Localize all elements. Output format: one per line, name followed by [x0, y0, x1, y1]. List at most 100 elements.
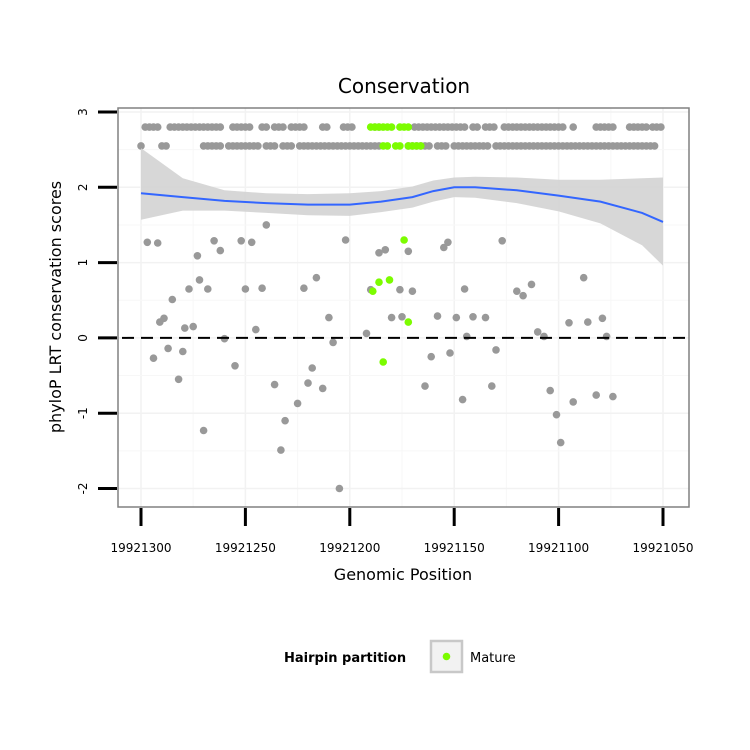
data-point	[650, 142, 659, 150]
data-point-mature	[396, 142, 404, 150]
y-tick-label: 0	[76, 334, 90, 342]
data-point	[149, 354, 158, 363]
data-point	[329, 338, 337, 347]
data-point	[204, 285, 212, 293]
data-point	[160, 314, 168, 323]
data-point	[318, 384, 327, 393]
data-point	[293, 399, 302, 408]
data-point	[460, 285, 469, 293]
chart-title: Conservation	[338, 74, 470, 98]
legend-title: Hairpin partition	[284, 651, 406, 666]
data-point	[602, 332, 611, 341]
data-point	[162, 142, 170, 150]
data-point	[348, 123, 356, 131]
plot-area	[117, 107, 690, 508]
legend-label-mature: Mature	[470, 651, 516, 666]
x-tick-label: 19921200	[319, 541, 380, 555]
data-point	[308, 364, 317, 372]
data-point	[609, 392, 617, 401]
data-point	[381, 246, 390, 254]
data-point	[185, 285, 193, 293]
data-point	[513, 287, 521, 296]
data-point	[387, 313, 396, 322]
data-point	[533, 328, 542, 336]
smooth-trend-line	[140, 186, 664, 223]
y-tick-label: -2	[76, 483, 90, 495]
y-tick-label: 2	[76, 183, 90, 191]
data-point	[245, 123, 254, 131]
y-tick-label: 3	[76, 108, 90, 116]
plot-panel	[118, 108, 689, 507]
data-point	[281, 416, 289, 425]
y-tick-label: 1	[76, 259, 90, 267]
data-point	[458, 395, 467, 404]
data-point	[362, 329, 371, 338]
data-point-mature	[383, 142, 392, 150]
data-point	[325, 313, 333, 322]
data-point	[231, 362, 239, 370]
data-points	[137, 123, 665, 493]
data-point	[153, 239, 162, 247]
data-point	[270, 380, 279, 389]
data-point-mature	[379, 358, 388, 366]
data-point	[312, 273, 321, 282]
data-point	[440, 243, 448, 252]
data-point	[270, 142, 279, 150]
data-point	[247, 238, 256, 247]
data-point	[427, 352, 436, 361]
data-point	[216, 142, 225, 150]
data-point	[546, 386, 554, 395]
data-point	[210, 237, 218, 245]
x-tick-label: 19921300	[110, 541, 171, 555]
data-point-mature	[375, 278, 383, 287]
x-axis-title: Genomic Position	[334, 565, 472, 584]
data-point	[565, 319, 573, 327]
gridlines	[118, 108, 689, 507]
x-tick-label: 19921250	[215, 541, 276, 555]
data-point	[425, 142, 433, 150]
data-point-mature	[417, 142, 425, 150]
data-point	[153, 123, 162, 131]
data-point	[527, 280, 536, 289]
data-point	[335, 484, 344, 493]
data-point	[193, 252, 202, 260]
data-point	[488, 382, 496, 390]
data-point-mature	[404, 318, 413, 326]
data-point	[444, 238, 452, 247]
data-point	[143, 238, 152, 247]
data-point	[164, 344, 172, 353]
data-point	[519, 291, 527, 300]
data-point	[433, 312, 442, 320]
data-point	[498, 237, 507, 245]
data-point	[490, 123, 498, 131]
data-point	[492, 346, 500, 354]
data-point	[460, 123, 469, 131]
data-point	[569, 398, 577, 406]
data-point	[258, 284, 266, 293]
legend: Hairpin partition Mature	[284, 639, 516, 674]
data-point	[341, 236, 350, 244]
data-point	[559, 123, 567, 131]
data-point	[181, 324, 189, 332]
data-point	[657, 123, 665, 131]
data-point	[642, 123, 651, 131]
y-tick-label: -1	[76, 407, 90, 419]
data-point	[304, 379, 312, 387]
data-point-mature	[387, 123, 396, 131]
data-point	[375, 249, 383, 257]
data-point	[584, 318, 592, 326]
data-point	[408, 287, 417, 296]
data-point	[237, 237, 245, 245]
data-point	[481, 313, 490, 322]
data-point	[168, 295, 177, 304]
data-point	[552, 410, 561, 419]
data-point	[421, 382, 429, 390]
data-point	[252, 325, 260, 334]
data-point	[262, 221, 271, 229]
data-point	[442, 142, 450, 150]
data-point	[287, 142, 296, 150]
x-tick-label: 19921050	[632, 541, 693, 555]
data-point	[216, 246, 225, 255]
x-tick-label: 19921100	[528, 541, 589, 555]
data-point	[300, 123, 308, 131]
